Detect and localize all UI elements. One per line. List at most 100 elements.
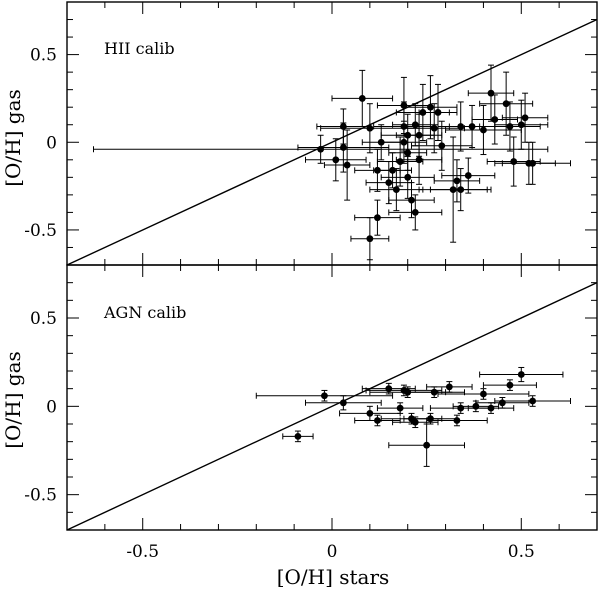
point-marker — [453, 417, 461, 424]
x-axis-label: [O/H] stars — [277, 565, 390, 589]
data-point — [448, 104, 496, 149]
point-marker — [396, 404, 404, 412]
data-point — [411, 120, 473, 171]
point-marker — [411, 121, 419, 129]
data-point — [305, 395, 382, 411]
point-marker — [517, 121, 525, 129]
data-point — [429, 168, 492, 212]
data-point — [282, 430, 314, 443]
data-point — [482, 379, 537, 391]
one-to-one-line — [66, 18, 598, 266]
point-marker — [427, 415, 434, 423]
point-marker — [404, 173, 412, 181]
point-marker — [487, 404, 495, 412]
point-marker — [491, 116, 499, 123]
data-point — [354, 199, 401, 236]
data-point — [479, 101, 541, 152]
point-marker — [438, 142, 446, 150]
data-point — [376, 136, 424, 187]
y-tick-label: 0.5 — [30, 46, 57, 66]
reference-line — [66, 282, 598, 531]
data-point — [388, 423, 465, 467]
data-point — [467, 64, 515, 122]
axes-frame: -0.5 0 0.5 — [24, 1, 598, 266]
point-marker — [392, 186, 400, 194]
data-point — [479, 366, 564, 383]
data-point — [376, 402, 424, 414]
data-point — [494, 395, 571, 407]
data-point — [418, 83, 458, 142]
panel-hii-calib: HII calib -0.5 0 0.5 [O/H] gas — [1, 1, 598, 266]
y-axis-label: [O/H] gas — [1, 89, 25, 187]
point-marker — [366, 410, 374, 417]
point-marker — [506, 123, 514, 130]
point-marker — [385, 385, 393, 393]
data-point — [323, 129, 371, 201]
y-tick-label: -0.5 — [24, 486, 57, 506]
data-point — [93, 134, 549, 164]
point-marker — [358, 95, 366, 102]
one-to-one-line — [66, 282, 598, 531]
point-marker — [464, 172, 472, 179]
point-marker — [529, 159, 537, 167]
data-point — [403, 386, 465, 398]
point-marker — [332, 156, 340, 164]
point-marker — [498, 399, 506, 407]
panel-agn-calib: AGN calib -0.5 0 0.5 -0.5 0 0.5 [O/H] gas — [1, 264, 598, 562]
panel-label: AGN calib — [103, 303, 186, 322]
data-point — [494, 141, 571, 185]
data-point — [388, 182, 435, 219]
y-tick-label: 0 — [46, 133, 57, 153]
point-marker — [411, 418, 419, 426]
data-point — [433, 159, 481, 203]
point-marker — [453, 177, 461, 185]
point-marker — [339, 144, 347, 151]
point-marker — [408, 196, 415, 204]
point-marker — [321, 392, 328, 400]
y-tick-label: 0 — [46, 397, 57, 417]
point-marker — [434, 109, 442, 116]
data-point — [305, 138, 367, 182]
point-marker — [396, 158, 404, 165]
point-marker — [529, 397, 537, 405]
point-marker — [374, 214, 381, 222]
point-marker — [339, 399, 347, 407]
data-point — [350, 217, 390, 261]
data-point — [403, 103, 465, 154]
x-tick-label: 0.5 — [508, 542, 535, 562]
data-points — [93, 64, 571, 261]
point-marker — [366, 124, 374, 132]
panel-label: HII calib — [104, 39, 175, 58]
point-marker — [400, 138, 408, 146]
point-marker — [389, 166, 396, 174]
point-marker — [366, 235, 374, 243]
axes-frame: -0.5 0 0.5 -0.5 0 0.5 — [24, 264, 598, 562]
point-marker — [374, 417, 381, 424]
data-points — [255, 366, 571, 467]
y-tick-label: 0.5 — [30, 309, 57, 329]
data-point — [426, 414, 488, 427]
point-marker — [430, 124, 438, 132]
point-marker — [506, 381, 514, 389]
point-marker — [385, 179, 393, 186]
point-marker — [510, 158, 518, 165]
point-marker — [480, 390, 487, 398]
data-point — [437, 388, 530, 400]
point-marker — [480, 126, 487, 134]
data-point — [297, 122, 390, 173]
point-marker — [317, 145, 325, 153]
y-tick-label: -0.5 — [24, 221, 57, 241]
data-point — [365, 161, 412, 205]
point-marker — [521, 114, 529, 122]
point-marker — [487, 89, 495, 97]
data-point — [441, 157, 496, 194]
point-marker — [468, 123, 476, 130]
data-point — [395, 134, 443, 185]
point-marker — [430, 388, 438, 396]
data-point — [255, 389, 394, 402]
data-point — [426, 381, 473, 393]
point-marker — [294, 432, 302, 440]
point-marker — [343, 161, 351, 169]
point-marker — [411, 209, 419, 216]
